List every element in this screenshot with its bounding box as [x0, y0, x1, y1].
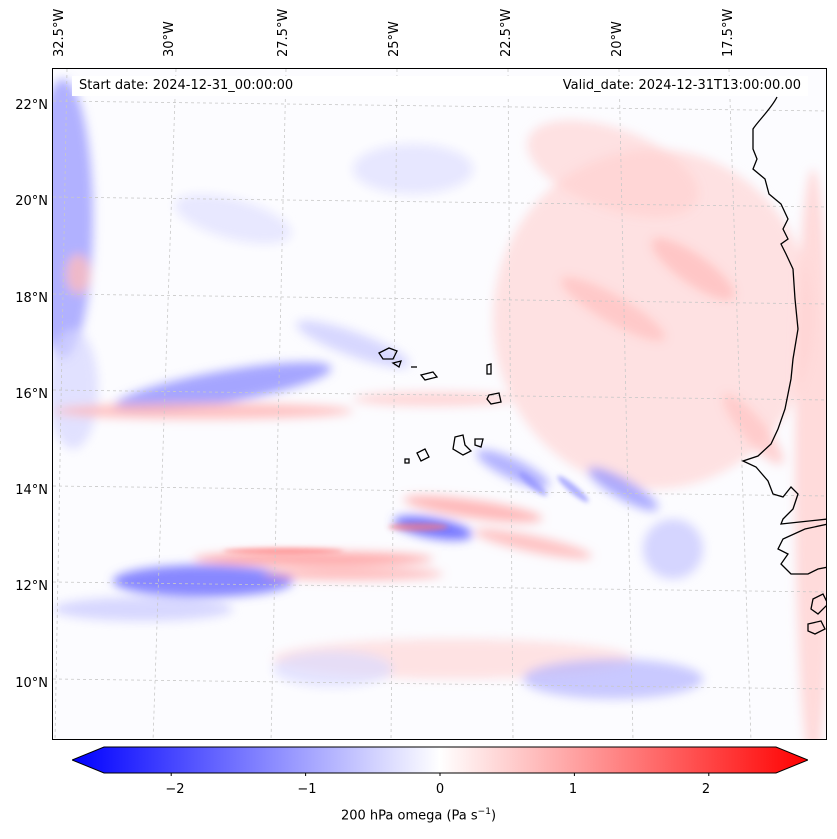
- omega-negative-region: [643, 519, 703, 579]
- meridian-30w: [152, 69, 177, 739]
- omega-positive-region: [263, 568, 443, 580]
- omega-positive-region: [223, 548, 343, 554]
- valid-date-label: Valid_date: 2024-12-31T13:00:00.00: [562, 78, 801, 93]
- meridian-22-5w: [507, 69, 514, 739]
- cape-verde-island: [452, 434, 473, 456]
- omega-positive-region: [66, 254, 90, 294]
- date-header-band: [72, 76, 808, 96]
- lon-label-25w: 25°W: [387, 21, 402, 57]
- coastline: [378, 96, 826, 635]
- colorbar-tick-label: −2: [165, 782, 185, 797]
- lon-label-27-5w: 27.5°W: [276, 8, 291, 57]
- colorbar-label-main: 200 hPa omega (Pa s: [340, 808, 478, 824]
- lat-label-18n: 18°N: [15, 291, 48, 306]
- lon-label-30w: 30°W: [162, 21, 177, 57]
- cape-verde-island: [486, 363, 492, 375]
- omega-positive-region: [53, 403, 353, 419]
- omega-negative-region: [523, 659, 703, 699]
- africa-coastline: [741, 96, 826, 525]
- colorbar-tick-label: 1: [568, 782, 578, 797]
- lon-label-20w: 20°W: [610, 21, 625, 57]
- lat-label-10n: 10°N: [15, 676, 48, 691]
- omega-negative-region: [557, 475, 589, 503]
- africa-coastline: [807, 620, 826, 635]
- colorbar-label: 200 hPa omega (Pa s−1): [0, 807, 837, 823]
- start-date-label: Start date: 2024-12-31_00:00:00: [79, 78, 294, 93]
- omega-negative-region: [53, 329, 98, 449]
- omega-negative-region: [113, 565, 293, 597]
- cape-verde-island: [474, 438, 484, 448]
- colorbar-tick-marks: [170, 773, 710, 776]
- colorbar-label-exponent: −1: [477, 807, 491, 817]
- colorbar-tick-label: 0: [435, 782, 445, 797]
- colorbar: [72, 746, 808, 776]
- colorbar-tick-label: −1: [297, 782, 317, 797]
- omega-negative-region: [114, 362, 332, 412]
- africa-coastline: [810, 593, 826, 615]
- cape-verde-island: [391, 360, 402, 369]
- lon-label-17-5w: 17.5°W: [721, 8, 736, 57]
- lon-label-32-5w: 32.5°W: [52, 8, 67, 57]
- omega-positive-region: [403, 495, 543, 523]
- graticule: [53, 69, 826, 739]
- omega-field-map: [53, 69, 826, 739]
- colorbar-gradient: [72, 746, 808, 774]
- colorbar-label-end: ): [490, 808, 497, 824]
- lon-label-22-5w: 22.5°W: [499, 8, 514, 57]
- map-panel: [52, 68, 827, 740]
- lat-label-16n: 16°N: [15, 387, 48, 402]
- meridian-17-5w: [728, 69, 752, 739]
- omega-negative-region: [174, 194, 292, 244]
- cape-verde-island: [404, 458, 410, 464]
- omega-positive-region: [474, 529, 592, 559]
- meridian-27-5w: [270, 69, 287, 739]
- omega-negative-region: [518, 472, 548, 496]
- cape-verde-island: [416, 448, 430, 462]
- omega-positive-region: [193, 552, 433, 566]
- omega-positive-region: [651, 237, 735, 301]
- cape-verde-island: [419, 371, 439, 381]
- omega-negative-region: [588, 467, 658, 511]
- omega-positive-region: [560, 276, 666, 342]
- lat-label-12n: 12°N: [15, 579, 48, 594]
- lat-label-22n: 22°N: [15, 98, 48, 113]
- lat-label-14n: 14°N: [15, 483, 48, 498]
- meridian-25w: [390, 69, 398, 739]
- meridian-20w: [618, 69, 634, 739]
- omega-positive-region: [527, 120, 699, 218]
- omega-field-detail: [223, 472, 589, 554]
- omega-positive-region: [388, 523, 448, 531]
- cape-verde-island: [378, 347, 398, 360]
- cape-verde-island: [486, 392, 502, 405]
- omega-negative-region: [53, 597, 233, 621]
- colorbar-tick-label: 2: [701, 782, 711, 797]
- omega-negative-region: [273, 651, 393, 687]
- meridian-32-5w: [54, 69, 68, 739]
- lat-label-20n: 20°N: [15, 194, 48, 209]
- omega-negative-region: [353, 144, 473, 194]
- africa-coastline: [777, 523, 826, 575]
